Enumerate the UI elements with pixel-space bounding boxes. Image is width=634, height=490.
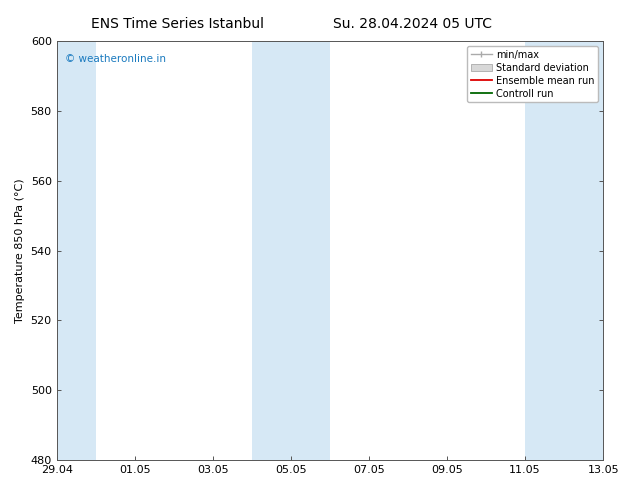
Legend: min/max, Standard deviation, Ensemble mean run, Controll run: min/max, Standard deviation, Ensemble me… — [467, 46, 598, 102]
Bar — [525, 41, 603, 460]
Text: ENS Time Series Istanbul: ENS Time Series Istanbul — [91, 17, 264, 31]
Y-axis label: Temperature 850 hPa (°C): Temperature 850 hPa (°C) — [15, 178, 25, 323]
Bar — [252, 41, 330, 460]
Text: © weatheronline.in: © weatheronline.in — [65, 53, 166, 64]
Bar — [56, 41, 96, 460]
Text: Su. 28.04.2024 05 UTC: Su. 28.04.2024 05 UTC — [333, 17, 491, 31]
